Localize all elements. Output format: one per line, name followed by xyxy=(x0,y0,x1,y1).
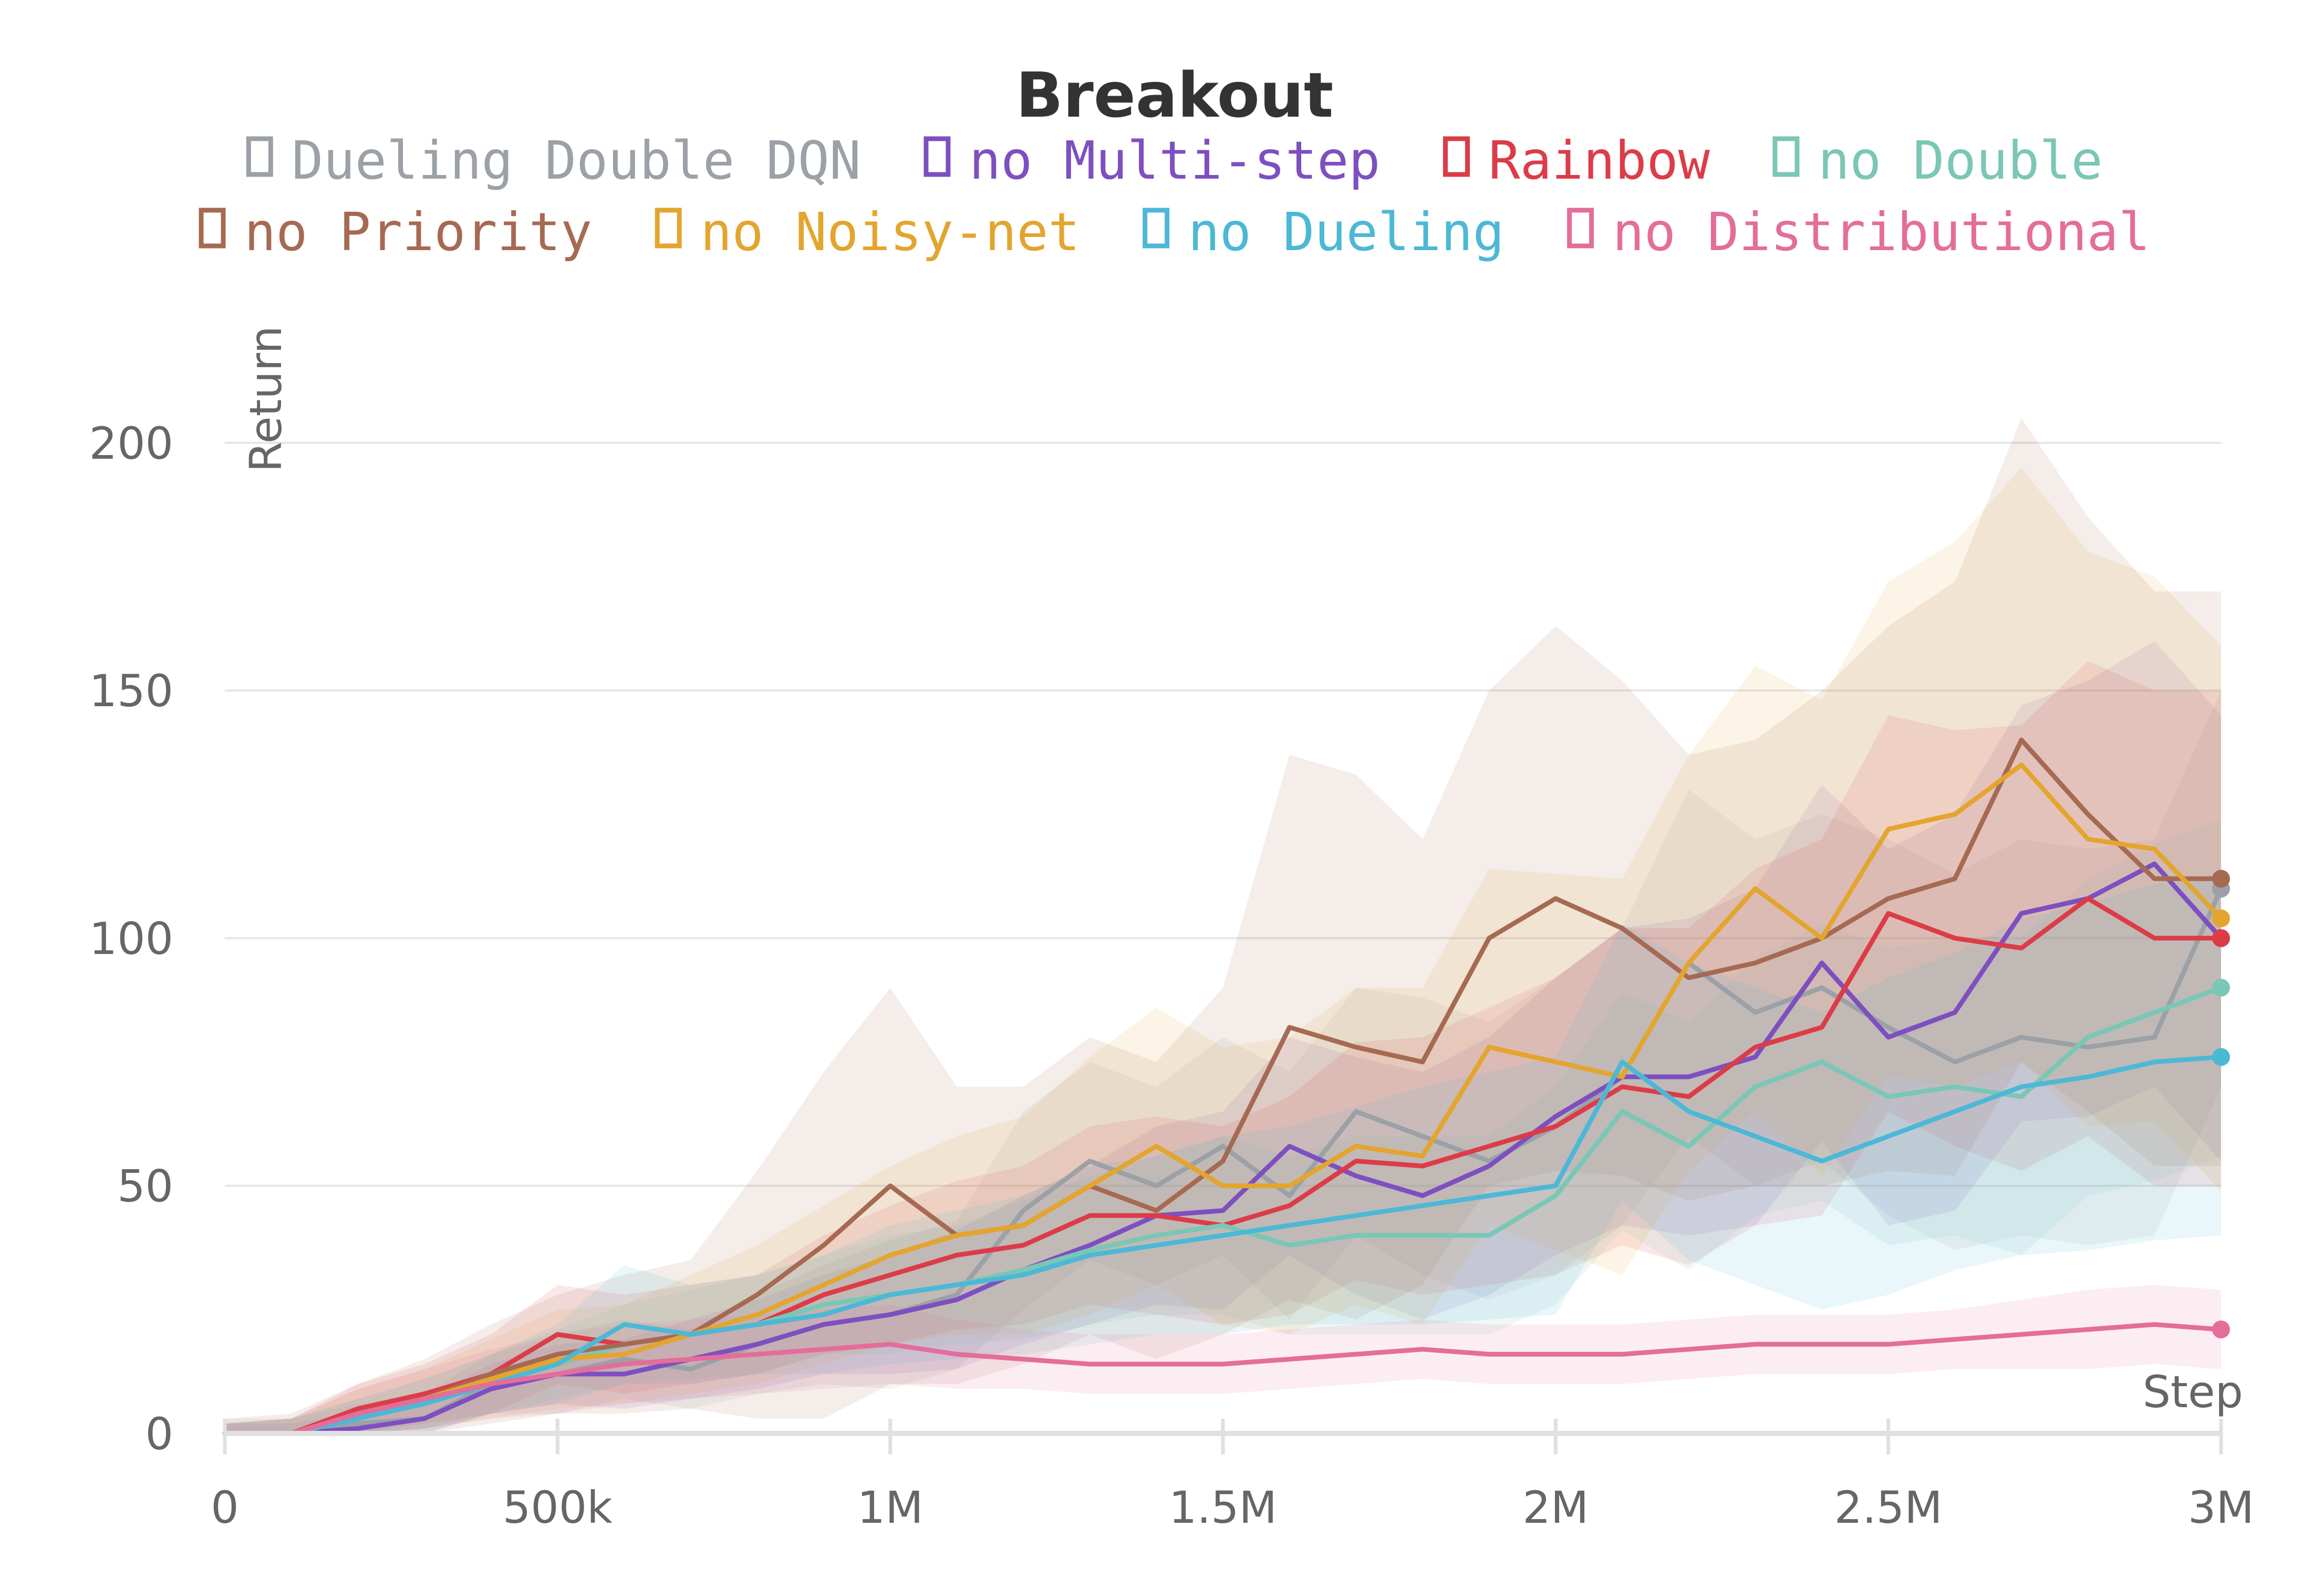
x-tick-label: 1.5M xyxy=(1169,1482,1277,1533)
line-no-distributional[interactable] xyxy=(222,1322,2224,1436)
legend-item-no-distributional[interactable]: no Distributional xyxy=(1567,201,2151,263)
legend-label: no Distributional xyxy=(1613,201,2151,263)
endpoint-no-double xyxy=(2212,978,2230,997)
x-tick-label: 2.5M xyxy=(1834,1482,1943,1533)
legend-item-no-noisy-net[interactable]: no Noisy-net xyxy=(655,201,1080,263)
legend-label: no Priority xyxy=(244,201,592,263)
legend-swatch xyxy=(655,208,682,249)
y-axis-label: Return xyxy=(240,326,292,472)
legend-label: no Noisy-net xyxy=(700,201,1080,263)
chart-title: Breakout xyxy=(1016,59,1334,131)
line-no-priority[interactable] xyxy=(222,737,2224,1436)
legend: Dueling Double DQN no Multi-step Rainbow no… xyxy=(199,130,2151,263)
endpoint-no-priority xyxy=(2212,870,2230,888)
x-tick-label: 3M xyxy=(2188,1482,2254,1533)
band-rainbow xyxy=(225,661,2221,1433)
y-tick-label: 0 xyxy=(146,1408,173,1460)
legend-label: no Double xyxy=(1818,130,2103,191)
legend-item-no-double[interactable]: no Double xyxy=(1772,130,2103,191)
legend-item-dueling-double-dqn[interactable]: Dueling Double DQN xyxy=(246,130,861,191)
y-tick-label: 150 xyxy=(89,665,173,717)
legend-label: Rainbow xyxy=(1489,130,1710,191)
x-tick-label: 0 xyxy=(211,1482,238,1533)
axes: 0 50 100 150 200 0 500k 1M 1.5M 2M 2.5M 3M xyxy=(89,418,2254,1533)
legend-swatch xyxy=(246,136,273,177)
legend-swatch xyxy=(924,136,951,177)
line-no-noisy-net[interactable] xyxy=(222,762,2224,1436)
legend-label: no Dueling xyxy=(1188,201,1505,263)
endpoint-no-dueling xyxy=(2212,1048,2230,1066)
legend-item-no-priority[interactable]: no Priority xyxy=(199,201,592,263)
x-tick-label: 1M xyxy=(857,1482,924,1533)
band-no-priority xyxy=(225,418,2221,1434)
legend-swatch xyxy=(1443,136,1470,177)
legend-swatch xyxy=(1772,136,1800,177)
x-tick-label: 2M xyxy=(1522,1482,1589,1533)
legend-item-no-dueling[interactable]: no Dueling xyxy=(1143,201,1505,263)
band-no-multi-step xyxy=(225,641,2221,1433)
line-no-dueling[interactable] xyxy=(222,1055,2224,1436)
endpoint-rainbow xyxy=(2212,929,2230,947)
x-axis-label: Step xyxy=(2143,1366,2243,1418)
endpoint-no-noisy-net xyxy=(2212,909,2230,927)
y-tick-label: 100 xyxy=(89,913,173,964)
x-tick-label: 500k xyxy=(503,1482,613,1533)
band-no-noisy-net xyxy=(225,467,2221,1433)
legend-swatch xyxy=(1143,208,1170,249)
legend-swatch xyxy=(1567,208,1594,249)
confidence-bands xyxy=(225,418,2221,1434)
y-tick-label: 200 xyxy=(89,418,173,469)
band-dueling-double-dqn xyxy=(225,690,2221,1433)
endpoint-no-distributional xyxy=(2212,1320,2230,1339)
band-no-distributional xyxy=(225,1285,2221,1433)
series-lines xyxy=(222,737,2224,1436)
legend-label: Dueling Double DQN xyxy=(292,130,861,191)
y-tick-label: 50 xyxy=(117,1161,173,1212)
band-no-double xyxy=(225,819,2221,1433)
legend-label: no Multi-step xyxy=(969,130,1381,191)
legend-swatch xyxy=(199,208,226,249)
legend-item-rainbow[interactable]: Rainbow xyxy=(1443,130,1710,191)
series-endpoints xyxy=(2212,870,2230,1339)
legend-item-no-multi-step[interactable]: no Multi-step xyxy=(924,130,1381,191)
